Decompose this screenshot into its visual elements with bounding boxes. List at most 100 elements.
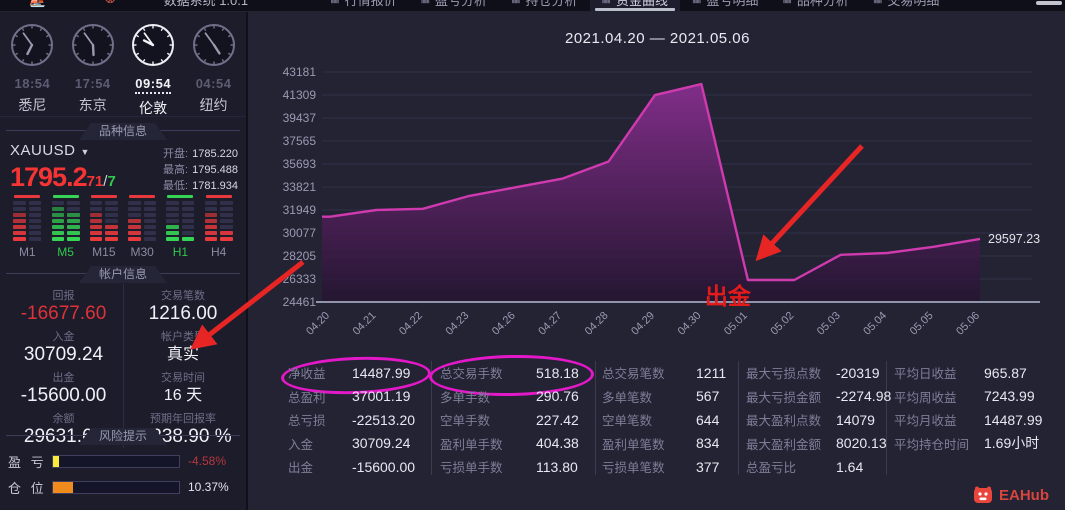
stats-row: 出金 -15600.00 [288, 458, 416, 476]
stats-row: 总盈亏比 1.64 [746, 458, 864, 476]
y-axis-tick: 35693 [283, 157, 317, 171]
account-stat-value: 1216.00 [148, 303, 218, 324]
risk-bar [52, 480, 180, 494]
divider [738, 361, 739, 475]
stats-row: 多单笔数 567 [602, 388, 720, 405]
timeframe-meters: M1 M5 M15 M30 H1 H4 [6, 195, 240, 259]
equity-line [322, 82, 981, 282]
clock-time: 09:54 [135, 76, 172, 94]
timeframe-label: H4 [211, 245, 227, 259]
stats-row: 平均持仓时间 1.69小时 [894, 435, 1040, 452]
risk-percent: 10.37% [188, 480, 229, 494]
y-axis-tick: 37565 [283, 134, 317, 148]
stats-row: 总亏损 -22513.20 [288, 411, 416, 429]
nav-tab-5[interactable]: ▦品种分析 [770, 0, 860, 11]
nav-tab-0[interactable]: ▦行情报价 [318, 0, 408, 11]
ohl-values: 开盘: 1785.220 最高: 1795.488 最低: 1781.934 [163, 148, 238, 192]
stats-column-2: 总交易笔数 1211 多单笔数 567 空单笔数 644 盈利单笔数 834 亏损单笔数 377 [602, 361, 726, 479]
risk-bar [52, 454, 180, 468]
eahub-brand[interactable]: EAHub [973, 485, 1049, 505]
nav-tab-icon: ▦ [330, 0, 339, 5]
stats-row: 亏损单笔数 377 [602, 458, 720, 476]
account-info-header: 帐户信息 [0, 265, 246, 282]
account-stat-label: 出金 [52, 372, 75, 384]
x-axis-tick: 04.29 [629, 310, 657, 338]
stats-row: 总交易笔数 1211 [602, 364, 727, 382]
x-axis-tick: 05.05 [908, 310, 936, 338]
timeframe-meter-M5: M5 [49, 195, 83, 259]
nav-tab-icon: ▦ [602, 0, 611, 5]
account-stat-value: 30709.24 [23, 344, 104, 365]
app-title: 数据系统 1.0.1 [163, 0, 249, 8]
x-axis-tick: 05.04 [861, 310, 889, 338]
top-navigation-bar: ⛵ ❂ 数据系统 1.0.1 ▦行情报价▦盈亏分析▦持仓分析▦资金曲线▦盈亏明细… [0, 0, 1065, 12]
timeframe-meter-H4: H4 [202, 195, 236, 259]
account-stat-value: -15600.00 [20, 385, 107, 406]
meter-indicator [167, 195, 194, 198]
timeframe-meter-M15: M15 [87, 195, 121, 259]
clock-time: 17:54 [74, 76, 111, 91]
stats-row: 入金 30709.24 [288, 435, 411, 452]
clock-city-label: 纽约 [199, 97, 228, 113]
statistics-table: 净收益 14487.99 总盈利 37001.19 总亏损 -22513.20 入金 3070… [250, 353, 1065, 482]
risk-label: 盈 亏 [8, 454, 47, 470]
clock-伦敦[interactable]: 09:54 伦敦 [125, 22, 181, 118]
y-axis-tick: 41309 [283, 88, 317, 102]
chart-date-range-title: 2021.04.20 — 2021.05.06 [565, 30, 750, 47]
nav-tab-icon: ▦ [511, 0, 520, 5]
stats-row: 盈利单手数 404.38 [440, 435, 579, 452]
main-content: 43181 41309 39437 37565 35693 33821 31949 30077… [250, 12, 1065, 510]
risk-row: 盈 亏 -4.58% [8, 448, 238, 474]
symbol-dropdown[interactable]: XAUUSD ▼ [10, 142, 90, 159]
sidebar: 18:54 悉尼 17:54 东京 09:54 伦敦 04:54 纽约 品种信息 XAUUSD… [0, 12, 248, 510]
clock-悉尼[interactable]: 18:54 悉尼 [4, 22, 60, 118]
nav-tab-4[interactable]: ▦盈亏明细 [680, 0, 770, 11]
stats-row: 总盈利 37001.19 [288, 388, 411, 405]
scrollbar-thumb[interactable] [1036, 1, 1062, 5]
equity-curve-chart: 43181 41309 39437 37565 35693 33821 31949 30077… [283, 65, 1041, 338]
divider [886, 361, 887, 475]
risk-bar-fill [53, 481, 74, 493]
account-stat-label: 余额 [52, 413, 75, 425]
x-axis-tick: 04.20 [304, 310, 332, 338]
clock-city-label: 东京 [78, 97, 107, 113]
account-stat-label: 帐户类型 [161, 331, 205, 343]
stats-row: 最大亏损点数 -20319 [746, 364, 880, 382]
stats-row: 盈利单笔数 834 [602, 435, 720, 452]
timeframe-meter-M30: M30 [125, 195, 159, 259]
clock-纽约[interactable]: 04:54 纽约 [186, 22, 242, 118]
x-axis-tick: 05.06 [954, 310, 982, 338]
eahub-brand-text: EAHub [999, 486, 1049, 504]
y-axis-tick: 24461 [283, 295, 317, 309]
nav-tab-1[interactable]: ▦盈亏分析 [409, 0, 499, 11]
y-axis-tick: 30077 [283, 226, 317, 240]
account-stat-value: 16 天 [163, 387, 203, 404]
nav-tab-6[interactable]: ▦交易明细 [861, 0, 951, 11]
y-axis-tick: 39437 [283, 111, 317, 125]
timeframe-label: M30 [130, 245, 154, 259]
risk-panel: 盈 亏 -4.58% 仓 位 10.37% [8, 448, 238, 500]
timeframe-meter-H1: H1 [163, 195, 197, 259]
divider [595, 361, 596, 475]
chevron-down-icon: ▼ [80, 147, 90, 157]
stats-column-4: 平均日收益 965.87 平均周收益 7243.99 平均月收益 14487.99 平均持仓… [894, 361, 1042, 455]
symbol-info-panel: XAUUSD ▼ 1795.271/7 开盘: 1785.220 最高: 1795.4… [10, 142, 238, 194]
account-stat-label: 回报 [52, 290, 75, 302]
stats-column-0: 净收益 14487.99 总盈利 37001.19 总亏损 -22513.20 入金 3070… [288, 361, 415, 479]
symbol-info-header: 品种信息 [0, 122, 246, 139]
stats-column-3: 最大亏损点数 -20319 最大亏损金额 -2274.98 最大盈利点数 14079 最大盈… [746, 361, 891, 479]
account-stat-value: -16677.60 [20, 303, 107, 324]
nav-tab-2[interactable]: ▦持仓分析 [499, 0, 589, 11]
clock-东京[interactable]: 17:54 东京 [65, 22, 121, 118]
x-axis-tick: 04.21 [351, 310, 379, 338]
symbol-price: 1795.271/7 [10, 162, 116, 192]
stats-row: 亏损单手数 113.80 [440, 458, 578, 476]
x-axis-tick: 04.28 [583, 310, 611, 338]
world-clocks: 18:54 悉尼 17:54 东京 09:54 伦敦 04:54 纽约 [0, 22, 246, 118]
nav-tab-3[interactable]: ▦资金曲线 [589, 0, 680, 11]
stats-row: 空单手数 227.42 [440, 411, 579, 429]
equity-area [322, 84, 980, 302]
stats-column-1: 总交易手数 518.18 多单手数 290.76 空单手数 227.42 盈利单手数 404.… [440, 361, 579, 479]
stats-row: 净收益 14487.99 [288, 364, 411, 382]
